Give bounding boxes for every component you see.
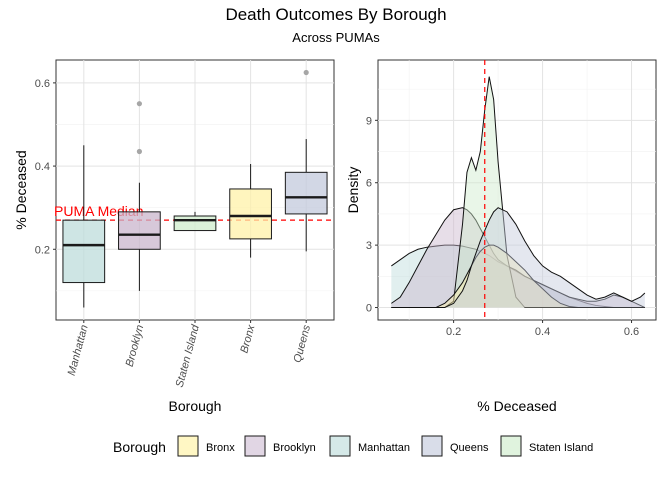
y-tick-label: 6	[366, 178, 372, 190]
density-curves	[391, 76, 646, 309]
outlier-point	[136, 148, 142, 155]
density-area-bronx	[391, 245, 645, 308]
legend-items: Bronx Brooklyn Manhattan Queens Staten Islan…	[177, 435, 593, 457]
density-curve-queens	[391, 207, 646, 309]
boxplot-y-ticks: 0.2 0.4 0.6	[35, 78, 56, 256]
x-tick-label-queens: Queens	[292, 323, 314, 364]
boxplot-x-ticks: Manhattan Brooklyn Staten Island Bronx Queen…	[66, 320, 314, 389]
y-tick-label: 9	[366, 115, 372, 127]
x-tick-label: 0.2	[446, 326, 461, 338]
x-tick-label-staten-island: Staten Island	[174, 323, 202, 389]
boxplot-panel: PUMA Median 0.20.40.6 Manhattan Brooklyn S…	[13, 59, 335, 414]
chart-title: Death Outcomes By Borough	[225, 5, 446, 24]
box-queens	[284, 69, 328, 252]
density-panel: 0 3 6 9 0.2 0.4 0.6 % Deceased Density	[345, 59, 657, 414]
legend-swatch	[421, 435, 443, 457]
density-y-axis-label: Density	[345, 167, 361, 214]
box-staten-island	[173, 211, 217, 232]
legend-item-manhattan: Manhattan	[329, 435, 410, 457]
legend: Borough Bronx Brooklyn Manhattan Queens Stat…	[113, 435, 593, 457]
boxplot-y-axis-label: % Deceased	[13, 150, 29, 229]
box-bronx	[229, 164, 272, 258]
y-tick-label: 0.2	[35, 244, 50, 256]
legend-label: Bronx	[206, 442, 235, 454]
density-curve-bronx	[391, 244, 645, 309]
density-x-ticks: 0.2 0.4 0.6	[446, 320, 639, 338]
legend-item-bronx: Bronx	[177, 435, 235, 457]
box-rect	[173, 215, 217, 232]
box-rect	[229, 188, 272, 240]
density-x-axis-label: % Deceased	[477, 398, 556, 414]
box-brooklyn	[118, 101, 161, 291]
legend-swatch	[500, 435, 522, 457]
legend-swatch	[329, 435, 351, 457]
box-manhattan	[62, 145, 106, 308]
legend-swatch	[177, 435, 199, 457]
box-rect	[62, 219, 106, 284]
outlier-point	[303, 69, 309, 76]
legend-item-queens: Queens	[421, 435, 489, 457]
y-tick-label: 3	[366, 240, 372, 252]
x-tick-label: 0.6	[624, 326, 639, 338]
x-tick-label-brooklyn: Brooklyn	[124, 324, 147, 368]
density-y-ticks: 0 3 6 9	[366, 115, 378, 315]
density-curve-brooklyn	[391, 207, 646, 308]
boxplot-x-axis-label: Borough	[169, 398, 222, 414]
legend-label: Staten Island	[529, 442, 593, 454]
density-plot-area	[377, 59, 657, 321]
x-tick-label-manhattan: Manhattan	[66, 324, 91, 377]
y-tick-label: 0	[366, 303, 372, 315]
x-tick-label-bronx: Bronx	[238, 323, 257, 354]
box-rect	[118, 211, 161, 250]
x-tick-label: 0.4	[535, 326, 550, 338]
density-area-queens	[391, 207, 645, 308]
legend-item-brooklyn: Brooklyn	[244, 435, 316, 457]
boxplot-boxes	[62, 69, 328, 308]
density-curve-manhattan	[391, 244, 645, 309]
chart-subtitle: Across PUMAs	[292, 30, 380, 45]
density-area-brooklyn	[391, 207, 645, 308]
legend-label: Queens	[450, 442, 489, 454]
legend-swatch	[244, 435, 266, 457]
y-tick-label: 0.4	[35, 161, 50, 173]
legend-label: Manhattan	[358, 442, 410, 454]
legend-label: Brooklyn	[273, 442, 316, 454]
legend-title: Borough	[113, 439, 166, 455]
density-gridlines	[378, 60, 656, 320]
y-tick-label: 0.6	[35, 78, 50, 90]
legend-item-staten-island: Staten Island	[500, 435, 593, 457]
box-rect	[284, 171, 328, 215]
outlier-point	[136, 101, 142, 107]
